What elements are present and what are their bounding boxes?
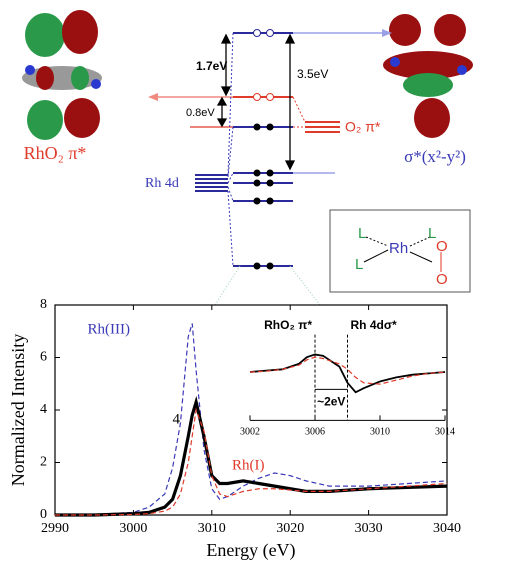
arrowhead [148,93,158,101]
x-tick-label: 3020 [276,521,304,536]
annotation: RhO₂ π* [264,318,312,332]
series-label: Rh(III) [88,321,130,337]
gap-arrows [218,35,294,169]
rh-correlation [228,33,233,266]
right-label: σ*(x²-y²) [404,147,466,166]
x-tick-label: 3030 [355,521,383,536]
series-label: 4 [173,411,181,427]
x-tick-label: 3002 [240,427,260,438]
metal: Rh [389,240,408,257]
y-tick-label: 2 [40,455,47,470]
charts: 2990 3000 3010 3020 3030 3040 0 2 4 6 8 Energy (eV)… [8,297,461,561]
left-orbital [22,10,102,140]
series-line [55,323,447,515]
o2-correlation [293,97,305,127]
x-tick-label: 3010 [370,427,390,438]
ligand: L [358,225,366,242]
mo-diagram: RhO₂ π* σ*(x²-y²) [22,10,473,305]
rh-levels [195,175,228,191]
y-tick-label: 0 [40,507,47,522]
x-tick-label: 3000 [119,521,147,536]
o2-levels [305,122,340,132]
structure-box: L L L Rh O O [330,210,470,292]
rh-label: Rh 4d [145,176,179,191]
gap-label: 0.8eV [186,107,215,119]
x-tick-label: 3040 [433,521,461,536]
y-tick-label: 4 [40,402,47,417]
y-tick-label: 6 [40,350,47,365]
x-tick-label: 2990 [41,521,69,536]
y-tick-label: 8 [40,297,47,312]
x-tick-label: 3014 [435,427,455,438]
gap-label: 3.5eV [297,67,328,81]
oxygen: O [436,238,448,255]
filled-electrons [254,124,274,270]
gap-label: 1.7eV [196,59,227,73]
x-axis-label: Energy (eV) [206,540,295,561]
figure: RhO₂ π* σ*(x²-y²) [0,0,509,567]
x-tick-label: 3010 [198,521,226,536]
right-orbital [383,14,473,138]
x-tick-label: 3006 [305,427,325,438]
empty-electrons [254,30,274,101]
ligand: L [355,256,363,273]
left-label: RhO₂ π* [24,143,87,163]
series-label: Rh(I) [232,457,265,473]
chart-link [215,266,320,305]
annotation: Rh 4dσ* [351,318,398,332]
y-axis-label: Normalized Intensity [8,334,28,486]
oxygen: O [436,271,448,288]
annotation: ~2eV [317,395,345,409]
o2-label: O₂ π* [345,119,381,135]
levels [233,33,293,266]
